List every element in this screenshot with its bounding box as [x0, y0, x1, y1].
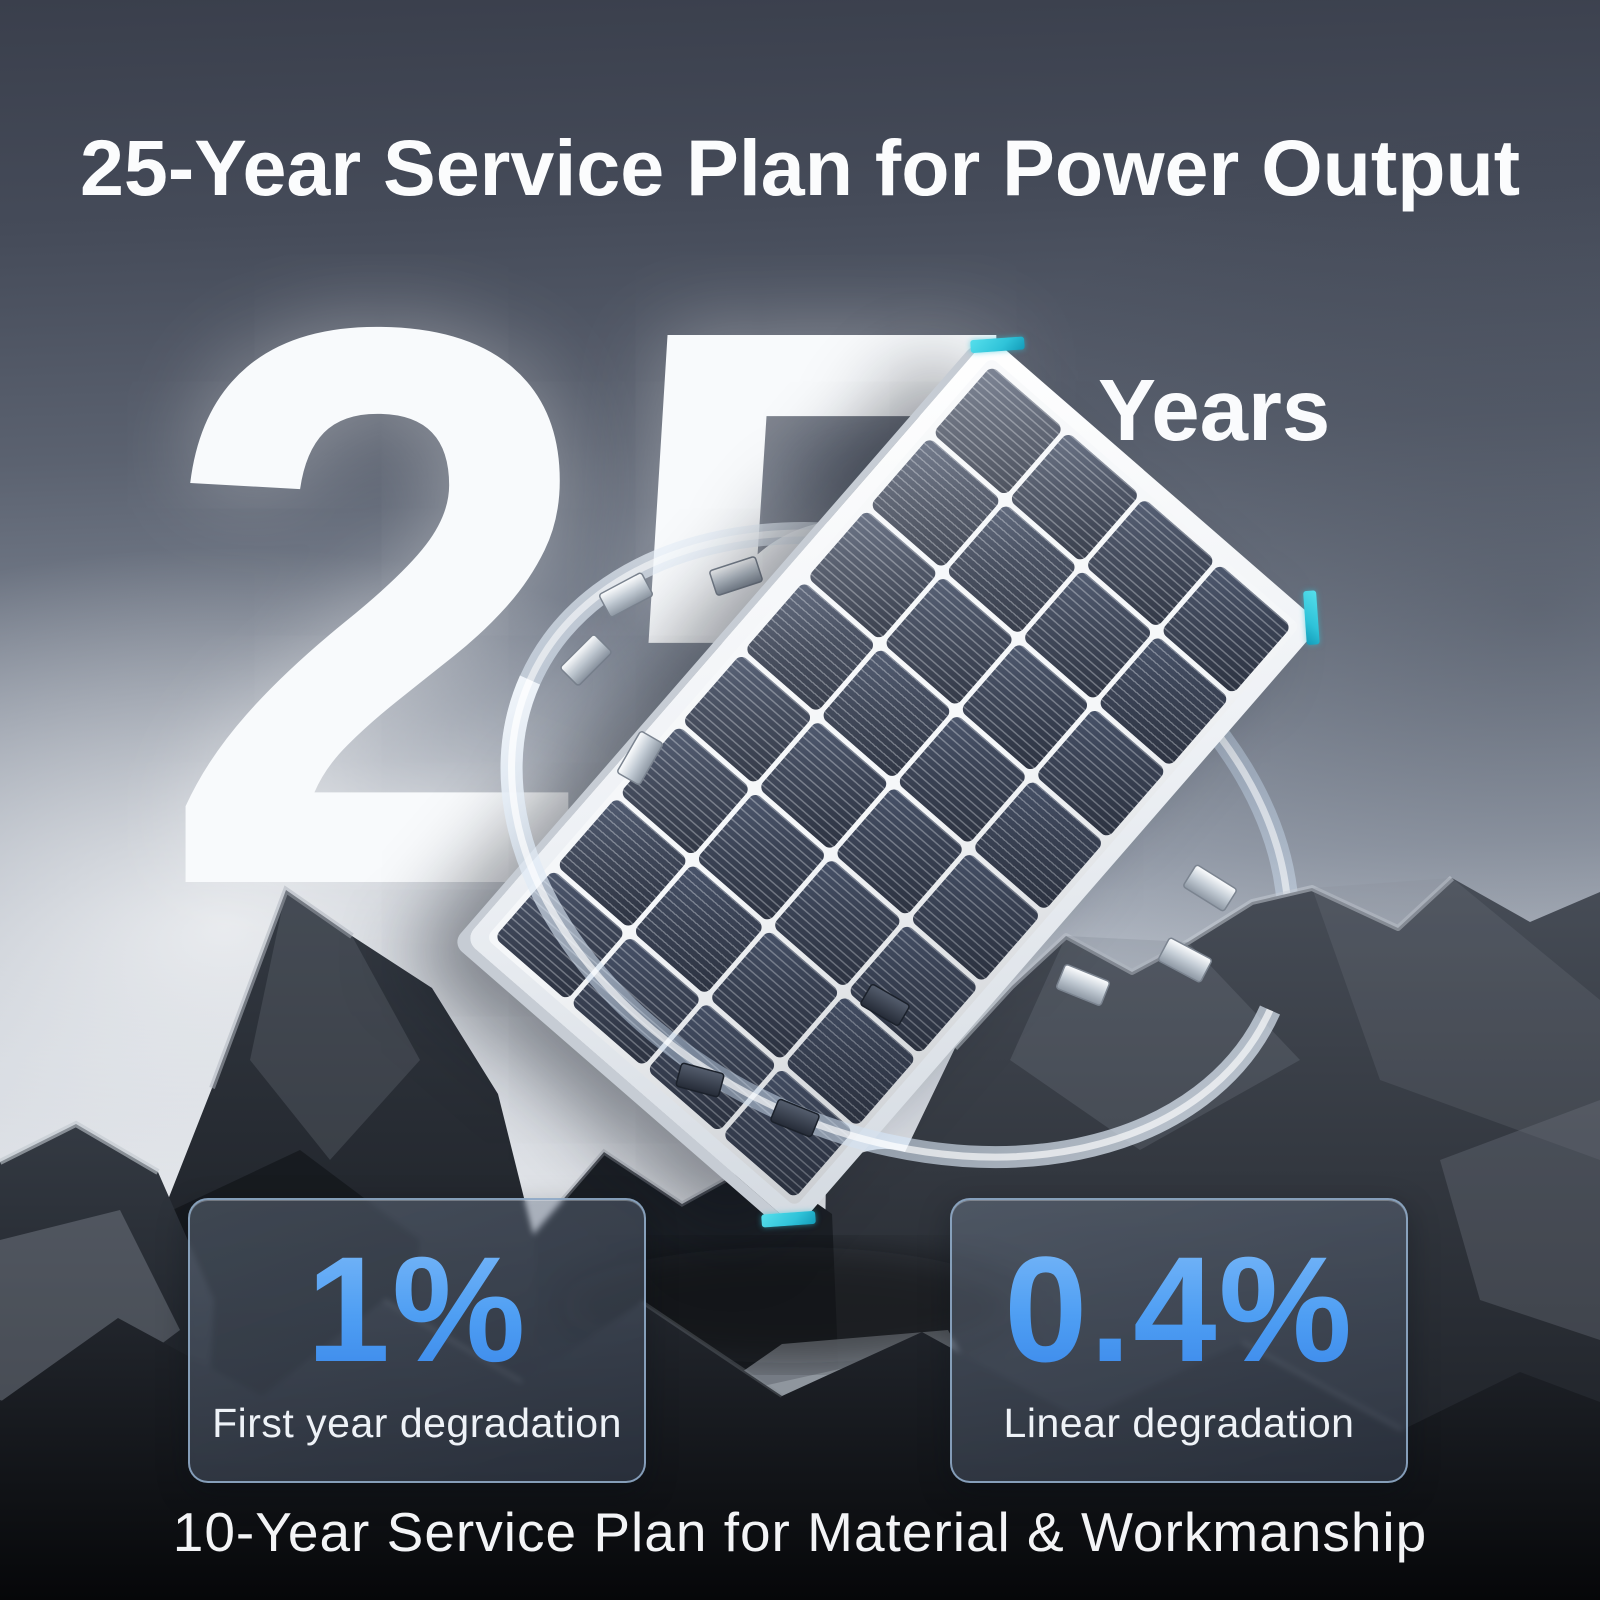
rock-facet — [0, 1210, 180, 1420]
stat-card-first-year: 1% First year degradation — [188, 1198, 646, 1483]
stat-label: Linear degradation — [1003, 1400, 1355, 1446]
stat-value: 0.4% — [1004, 1225, 1354, 1393]
footer-note: 10-Year Service Plan for Material & Work… — [172, 1501, 1428, 1563]
panel-corner-accent — [761, 1210, 816, 1228]
stat-card-linear: 0.4% Linear degradation — [950, 1198, 1408, 1483]
rock-facet — [1440, 1100, 1600, 1340]
rock-facet — [1312, 878, 1600, 1160]
headline: 25-Year Service Plan for Power Output — [79, 123, 1521, 212]
ring-block — [1158, 937, 1212, 983]
stat-value: 1% — [306, 1225, 528, 1393]
rock-ridge-highlight — [0, 1120, 160, 1175]
ring-block — [1056, 964, 1110, 1006]
rock-bright-patch — [700, 1360, 960, 1500]
ring-block — [1183, 864, 1237, 912]
years-label: Years — [1098, 362, 1331, 459]
stat-label: First year degradation — [212, 1400, 622, 1446]
panel-corner-accent — [1303, 590, 1320, 646]
